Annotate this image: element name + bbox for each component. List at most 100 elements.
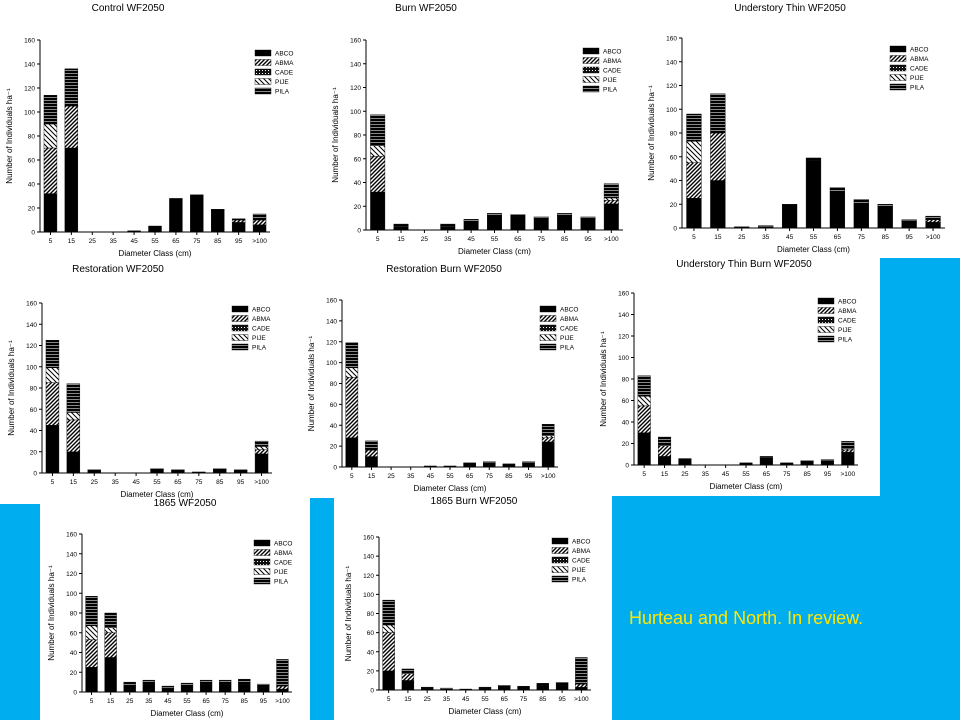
legend-swatch-pila — [231, 343, 249, 351]
legend-swatch-cade — [551, 556, 569, 564]
x-tick-label: 45 — [130, 238, 138, 245]
y-tick-label: 80 — [28, 134, 36, 141]
bar-segment-abco — [829, 192, 846, 229]
x-tick-label: 25 — [681, 471, 689, 478]
bar-segment-pila — [252, 213, 267, 221]
y-axis-label: Number of Individuals ha⁻¹ — [47, 565, 56, 661]
x-tick-label: 85 — [214, 238, 222, 245]
legend-swatch-pije — [539, 334, 557, 341]
y-tick-label: 140 — [26, 322, 37, 329]
x-tick-label: 75 — [783, 471, 791, 478]
bar-segment-abma — [104, 632, 117, 658]
x-tick-label: 95 — [558, 696, 566, 703]
legend-swatch-abco — [254, 49, 272, 57]
bar-segment-abma — [841, 449, 855, 453]
x-tick-label: 35 — [762, 234, 770, 241]
bar-segment-pila — [637, 375, 651, 397]
y-tick-label: 140 — [326, 318, 337, 325]
y-tick-label: 160 — [618, 291, 629, 298]
bar-segment-abco — [541, 441, 555, 468]
bar-segment-abco — [142, 683, 155, 693]
bar-segment-pije — [66, 412, 81, 421]
x-tick-label: 75 — [858, 234, 866, 241]
legend-swatch-abco — [539, 305, 557, 313]
legend-swatch-pila — [889, 83, 907, 91]
bar-segment-abco — [192, 471, 206, 474]
bar-segment-pila — [233, 469, 248, 472]
y-tick-label: 100 — [24, 110, 35, 117]
y-tick-label: 120 — [24, 86, 35, 93]
x-tick-label: 45 — [427, 473, 435, 480]
y-tick-label: 160 — [350, 38, 361, 45]
bar-segment-pije — [637, 395, 651, 407]
legend-swatch-pila — [253, 577, 271, 585]
y-tick-label: 100 — [666, 107, 677, 114]
x-tick-label: 95 — [824, 471, 832, 478]
x-tick-label: 55 — [183, 698, 191, 705]
bar-segment-abco — [123, 685, 136, 693]
bar-segment-abco — [45, 424, 60, 474]
x-axis-label: Diameter Class (cm) — [449, 707, 522, 716]
legend-label-cade: CADE — [274, 560, 293, 567]
bar-segment-abma — [603, 200, 619, 205]
x-tick-label: 35 — [145, 698, 153, 705]
x-tick-label: 55 — [446, 473, 454, 480]
y-tick-label: 140 — [666, 59, 677, 66]
x-tick-label: 55 — [491, 236, 499, 243]
bar-segment-pila — [276, 659, 289, 687]
legend-label-pije: PIJE — [603, 77, 617, 84]
legend-swatch-pila — [254, 87, 272, 95]
bar-segment-pila — [123, 681, 136, 687]
y-tick-label: 40 — [330, 423, 338, 430]
bar-segment-abco — [739, 462, 753, 466]
legend-label-pila: PILA — [910, 85, 925, 92]
x-tick-label: 85 — [561, 236, 569, 243]
bar-segment-pila — [424, 465, 437, 468]
bar-segment-abco — [522, 462, 535, 468]
bar-segment-pila — [658, 436, 672, 446]
chart-title: 1865 Burn WF2050 — [430, 496, 518, 507]
y-tick-label: 120 — [26, 343, 37, 350]
y-tick-label: 20 — [330, 444, 338, 451]
bar-segment-pila — [254, 440, 269, 447]
chart-panel-1865-burn: 1865 Burn WF2050 0 20 40 60 80 100 120 140 160 5 15… — [334, 496, 612, 720]
x-tick-label: 45 — [462, 696, 470, 703]
bar-segment-abco — [925, 221, 941, 229]
y-tick-label: 140 — [363, 554, 374, 561]
y-tick-label: 40 — [354, 180, 362, 187]
x-tick-label: 85 — [882, 234, 890, 241]
bar-segment-abco — [148, 225, 162, 233]
bar-segment-pila — [533, 216, 549, 219]
bar-segment-pila — [536, 683, 549, 686]
bar-segment-abma — [370, 156, 386, 193]
x-tick-label: 65 — [501, 696, 509, 703]
x-tick-label: 85 — [539, 696, 547, 703]
background-bottom-left — [0, 504, 40, 720]
x-tick-label: 5 — [90, 698, 94, 705]
y-tick-label: 60 — [367, 630, 375, 637]
x-tick-label: 15 — [661, 471, 669, 478]
bar-segment-pije — [370, 145, 386, 157]
x-tick-label: 75 — [520, 696, 528, 703]
bar-segment-abco — [517, 686, 530, 691]
legend-swatch-pila — [817, 335, 835, 343]
x-tick-label: 75 — [538, 236, 546, 243]
y-tick-label: 0 — [333, 465, 337, 472]
y-tick-label: 60 — [670, 154, 678, 161]
bar-segment-pije — [45, 367, 60, 383]
y-tick-label: 140 — [618, 312, 629, 319]
bar-segment-abco — [213, 469, 227, 474]
x-tick-label: 75 — [193, 238, 201, 245]
bar-segment-abco — [257, 686, 270, 693]
bar-segment-abco — [557, 215, 573, 231]
x-tick-label: 25 — [126, 698, 134, 705]
bar-segment-pije — [43, 123, 58, 149]
bar-segment-pila — [64, 68, 79, 107]
chart-svg: 0 20 40 60 80 100 120 140 160 5 15 25 35 45 55 65 75 85 95… — [307, 298, 579, 494]
bar-segment-abco — [150, 469, 164, 474]
legend-label-cade: CADE — [572, 558, 591, 565]
bar-segment-abco — [85, 667, 98, 693]
bar-segment-abco — [533, 217, 549, 231]
legend-swatch-cade — [254, 68, 272, 76]
legend-label-abma: ABMA — [560, 316, 579, 323]
